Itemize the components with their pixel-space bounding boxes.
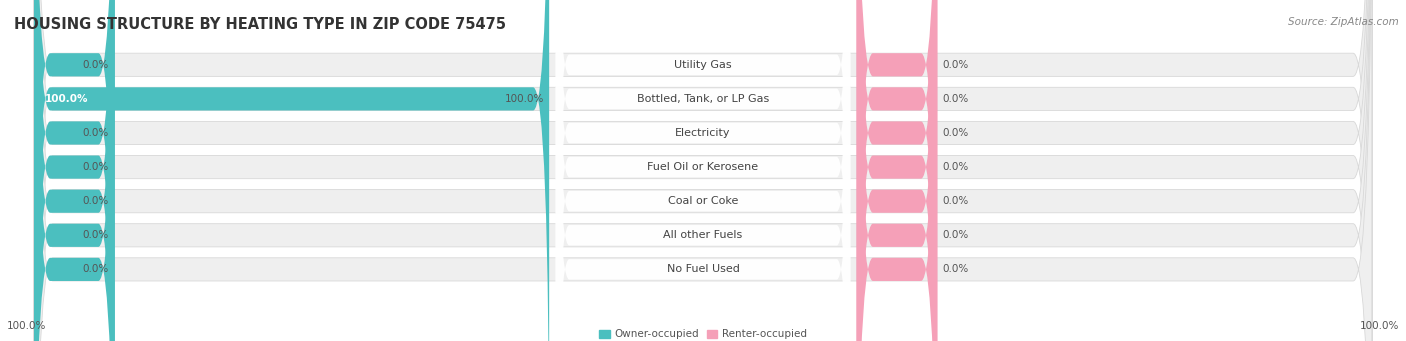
Text: 0.0%: 0.0% <box>83 162 110 172</box>
FancyBboxPatch shape <box>555 0 851 341</box>
Text: Electricity: Electricity <box>675 128 731 138</box>
FancyBboxPatch shape <box>34 0 114 341</box>
FancyBboxPatch shape <box>856 0 938 341</box>
FancyBboxPatch shape <box>34 0 114 341</box>
Text: Coal or Coke: Coal or Coke <box>668 196 738 206</box>
FancyBboxPatch shape <box>555 0 851 341</box>
Text: 100.0%: 100.0% <box>505 94 544 104</box>
FancyBboxPatch shape <box>34 0 1372 341</box>
Text: No Fuel Used: No Fuel Used <box>666 264 740 275</box>
FancyBboxPatch shape <box>34 0 1372 341</box>
FancyBboxPatch shape <box>856 0 938 341</box>
FancyBboxPatch shape <box>555 0 851 341</box>
Text: 0.0%: 0.0% <box>942 60 969 70</box>
FancyBboxPatch shape <box>34 0 114 341</box>
Text: 0.0%: 0.0% <box>942 264 969 275</box>
Text: 0.0%: 0.0% <box>942 162 969 172</box>
Text: 0.0%: 0.0% <box>942 128 969 138</box>
Text: 0.0%: 0.0% <box>83 60 110 70</box>
Text: All other Fuels: All other Fuels <box>664 230 742 240</box>
Text: 0.0%: 0.0% <box>83 264 110 275</box>
FancyBboxPatch shape <box>555 0 851 341</box>
Text: 0.0%: 0.0% <box>83 196 110 206</box>
Text: 0.0%: 0.0% <box>83 128 110 138</box>
FancyBboxPatch shape <box>856 0 938 341</box>
Text: 100.0%: 100.0% <box>7 321 46 331</box>
Text: 100.0%: 100.0% <box>45 94 89 104</box>
FancyBboxPatch shape <box>34 0 114 341</box>
FancyBboxPatch shape <box>856 0 938 341</box>
Text: 100.0%: 100.0% <box>1360 321 1399 331</box>
FancyBboxPatch shape <box>856 0 938 341</box>
Text: 0.0%: 0.0% <box>83 230 110 240</box>
FancyBboxPatch shape <box>555 0 851 341</box>
FancyBboxPatch shape <box>34 0 1372 341</box>
FancyBboxPatch shape <box>856 0 938 341</box>
FancyBboxPatch shape <box>34 0 550 341</box>
Text: HOUSING STRUCTURE BY HEATING TYPE IN ZIP CODE 75475: HOUSING STRUCTURE BY HEATING TYPE IN ZIP… <box>14 17 506 32</box>
FancyBboxPatch shape <box>856 0 938 341</box>
FancyBboxPatch shape <box>34 0 1372 341</box>
FancyBboxPatch shape <box>34 0 1372 341</box>
Legend: Owner-occupied, Renter-occupied: Owner-occupied, Renter-occupied <box>595 325 811 341</box>
Text: Utility Gas: Utility Gas <box>675 60 731 70</box>
FancyBboxPatch shape <box>34 0 1372 341</box>
FancyBboxPatch shape <box>34 0 114 341</box>
Text: Fuel Oil or Kerosene: Fuel Oil or Kerosene <box>647 162 759 172</box>
Text: 0.0%: 0.0% <box>942 230 969 240</box>
FancyBboxPatch shape <box>555 0 851 341</box>
Text: Source: ZipAtlas.com: Source: ZipAtlas.com <box>1288 17 1399 27</box>
Text: Bottled, Tank, or LP Gas: Bottled, Tank, or LP Gas <box>637 94 769 104</box>
Text: 0.0%: 0.0% <box>942 94 969 104</box>
FancyBboxPatch shape <box>555 0 851 341</box>
Text: 0.0%: 0.0% <box>942 196 969 206</box>
FancyBboxPatch shape <box>34 0 1372 341</box>
FancyBboxPatch shape <box>34 0 114 341</box>
